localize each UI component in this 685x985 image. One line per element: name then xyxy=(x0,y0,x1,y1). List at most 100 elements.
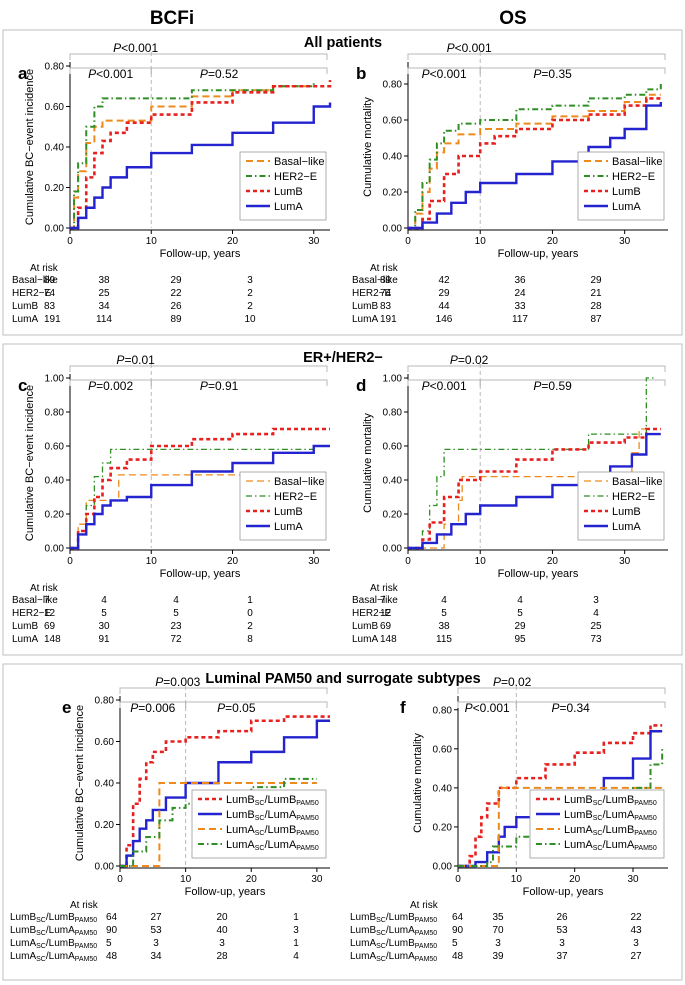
y-axis-title: Cumulative mortality xyxy=(362,97,374,197)
risk-value: 72 xyxy=(170,634,182,645)
y-tick-label: 0.40 xyxy=(383,476,403,487)
x-tick-label: 20 xyxy=(246,874,258,885)
pvalue-bracket-late xyxy=(479,67,666,74)
risk-row-label: LumASC/LumAPAM50 xyxy=(10,951,97,963)
legend-label-3: LumA xyxy=(612,201,641,213)
risk-value: 148 xyxy=(44,634,61,645)
legend-label-0: Basal−like xyxy=(274,476,324,488)
risk-value: 38 xyxy=(98,275,110,286)
series-line-3 xyxy=(408,432,661,550)
risk-row-label: Basal−like xyxy=(352,275,398,286)
risk-row-label: Basal−like xyxy=(12,595,58,606)
legend-box xyxy=(577,471,665,541)
x-axis-title: Follow-up, years xyxy=(160,568,241,580)
legend-label-2: LumASC/LumBPAM50 xyxy=(564,824,657,837)
panel-letter: e xyxy=(62,698,71,717)
y-tick-label: 0.40 xyxy=(433,783,453,794)
risk-value: 89 xyxy=(44,275,56,286)
series-line-1 xyxy=(408,84,662,229)
risk-value: 29 xyxy=(170,275,182,286)
x-axis-title: Follow-up, years xyxy=(498,248,579,260)
risk-row-label: LumBSC/LumBPAM50 xyxy=(350,912,437,924)
risk-value: 10 xyxy=(244,314,256,325)
x-tick-label: 10 xyxy=(475,556,487,567)
legend-box xyxy=(577,151,665,221)
risk-row-label: HER2−E xyxy=(12,288,52,299)
panel-letter: b xyxy=(356,64,366,83)
series-line-3 xyxy=(408,102,662,230)
pvalue-early: P<0.001 xyxy=(422,67,467,81)
risk-value: 27 xyxy=(630,951,642,962)
pvalue-early: P<0.001 xyxy=(422,379,467,393)
pvalue-late: P=0.91 xyxy=(200,379,239,393)
risk-value: 22 xyxy=(630,912,642,923)
risk-value: 95 xyxy=(514,634,526,645)
risk-value: 2 xyxy=(247,288,253,299)
x-axis-title: Follow-up, years xyxy=(185,886,266,898)
pvalue-overall: P=0.01 xyxy=(116,353,155,367)
legend-label-3: LumA xyxy=(274,521,303,533)
risk-value: 115 xyxy=(436,634,452,645)
y-tick-label: 0.00 xyxy=(383,544,403,555)
panel-e: 0.00 0.20 0.40 0.60 0.80 0 10 20 30 Follow-up, ye… xyxy=(10,675,330,963)
x-tick-label: 20 xyxy=(547,236,559,247)
x-tick-label: 0 xyxy=(405,556,411,567)
series-line-2 xyxy=(408,427,661,550)
risk-table-title: At risk xyxy=(410,900,439,911)
risk-value: 3 xyxy=(219,938,225,949)
risk-value: 37 xyxy=(556,951,568,962)
risk-value: 8 xyxy=(247,634,253,645)
x-tick-label: 20 xyxy=(227,556,239,567)
risk-value: 89 xyxy=(380,275,392,286)
risk-value: 3 xyxy=(633,938,639,949)
pvalue-overall: P=0.02 xyxy=(493,675,532,689)
pvalue-bracket-late xyxy=(150,67,328,74)
risk-value: 191 xyxy=(380,314,397,325)
risk-value: 2 xyxy=(247,621,253,632)
y-tick-label: 0.40 xyxy=(383,152,403,163)
risk-value: 64 xyxy=(106,912,118,923)
legend-label-2: LumB xyxy=(612,506,641,518)
risk-value: 53 xyxy=(150,925,162,936)
risk-value: 23 xyxy=(170,621,182,632)
risk-row-label: Basal−like xyxy=(12,275,58,286)
risk-value: 29 xyxy=(438,288,450,299)
pvalue-bracket-late xyxy=(185,701,328,708)
x-tick-label: 0 xyxy=(455,874,461,885)
panel-c: 0.000.200.400.600.801.000 10 20 30Follow-up… xyxy=(12,353,330,645)
risk-value: 69 xyxy=(44,621,56,632)
series-line-0 xyxy=(408,428,647,549)
risk-value: 7 xyxy=(380,595,386,606)
risk-value: 36 xyxy=(514,275,526,286)
pvalue-bracket-overall xyxy=(407,365,666,372)
legend-label-0: Basal−like xyxy=(274,156,324,168)
risk-value: 38 xyxy=(438,621,450,632)
risk-value: 3 xyxy=(293,925,299,936)
series-line-2 xyxy=(408,97,661,230)
risk-value: 28 xyxy=(216,951,228,962)
panel-b: 0.00 0.20 0.40 0.60 0.80 0 10 20 30 Follow-up, ye… xyxy=(352,41,668,325)
risk-value: 83 xyxy=(44,301,56,312)
y-axis-title: Cumulative mortality xyxy=(362,413,374,513)
series-line-0 xyxy=(70,474,314,549)
pvalue-bracket-late xyxy=(479,379,666,386)
series-line-2 xyxy=(458,786,663,867)
x-tick-label: 10 xyxy=(146,236,158,247)
risk-value: 3 xyxy=(153,938,159,949)
pvalue-bracket-overall xyxy=(69,365,328,372)
series-line-3 xyxy=(120,777,317,867)
risk-row-label: LumASC/LumBPAM50 xyxy=(10,938,97,950)
y-tick-label: 1.00 xyxy=(383,374,403,385)
risk-value: 48 xyxy=(106,951,118,962)
pvalue-late: P=0.05 xyxy=(217,701,256,715)
risk-value: 4 xyxy=(593,608,599,619)
x-tick-label: 30 xyxy=(619,236,631,247)
panel-a: 0.00 0.20 0.40 0.60 0.80 0 10 20 30 Follow-up, ye… xyxy=(12,41,332,325)
legend-label-3: LumA xyxy=(274,201,303,213)
column-title-bcfi: BCFi xyxy=(150,8,194,29)
y-axis-title: Cumulative BC−event incidence xyxy=(74,705,86,861)
panel-letter: c xyxy=(18,376,27,395)
series-line-0 xyxy=(408,93,661,229)
pvalue-late: P=0.35 xyxy=(533,67,572,81)
